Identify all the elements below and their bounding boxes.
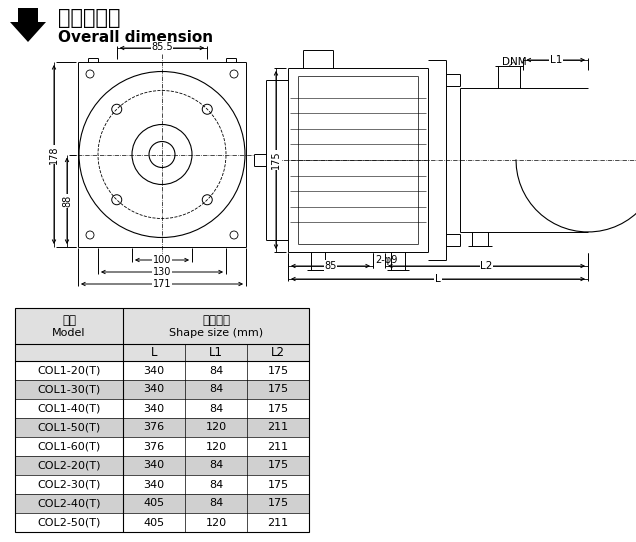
Text: L2: L2 [271, 346, 285, 359]
Text: 211: 211 [267, 518, 289, 527]
Text: 型号: 型号 [62, 314, 76, 327]
Text: COL1-40(T): COL1-40(T) [38, 403, 100, 414]
Text: L: L [435, 274, 441, 284]
Text: 340: 340 [144, 403, 165, 414]
Text: 85.5: 85.5 [151, 42, 173, 52]
Text: 340: 340 [144, 384, 165, 395]
Text: 100: 100 [153, 255, 171, 265]
Bar [15, 456, 309, 475]
Text: 84: 84 [209, 461, 223, 470]
Bar [15, 308, 309, 532]
Text: COL2-50(T): COL2-50(T) [38, 518, 100, 527]
Text: 340: 340 [144, 480, 165, 489]
Text: 120: 120 [205, 442, 226, 451]
Text: COL2-30(T): COL2-30(T) [38, 480, 100, 489]
Bar [15, 308, 309, 344]
Text: 175: 175 [267, 480, 289, 489]
Text: COL1-30(T): COL1-30(T) [38, 384, 100, 395]
Text: 171: 171 [153, 279, 171, 289]
Text: 405: 405 [144, 499, 165, 508]
Bar [15, 344, 309, 361]
Text: 120: 120 [205, 423, 226, 433]
Text: L1: L1 [209, 346, 223, 359]
Text: 84: 84 [209, 384, 223, 395]
Bar [15, 380, 309, 399]
Text: 85: 85 [324, 261, 336, 271]
Text: 外形尺寸: 外形尺寸 [202, 314, 230, 327]
Text: Overall dimension: Overall dimension [58, 30, 213, 46]
Text: 84: 84 [209, 499, 223, 508]
Text: COL1-60(T): COL1-60(T) [38, 442, 100, 451]
Text: L: L [151, 346, 157, 359]
Text: 安装外形图: 安装外形图 [58, 8, 120, 28]
Text: COL2-20(T): COL2-20(T) [38, 461, 100, 470]
Text: 211: 211 [267, 442, 289, 451]
Text: 175: 175 [267, 384, 289, 395]
Polygon shape [10, 8, 46, 42]
Text: 175: 175 [271, 151, 281, 169]
Text: 340: 340 [144, 461, 165, 470]
Text: 175: 175 [267, 499, 289, 508]
Text: 175: 175 [267, 403, 289, 414]
Text: COL2-40(T): COL2-40(T) [38, 499, 100, 508]
Text: 178: 178 [49, 145, 59, 164]
Text: L1: L1 [550, 55, 562, 65]
Text: 211: 211 [267, 423, 289, 433]
Text: 84: 84 [209, 480, 223, 489]
Text: 175: 175 [267, 461, 289, 470]
Text: 175: 175 [267, 365, 289, 376]
Text: 340: 340 [144, 365, 165, 376]
Text: COL1-20(T): COL1-20(T) [38, 365, 100, 376]
Text: 88: 88 [62, 195, 72, 207]
Bar [15, 494, 309, 513]
Text: Shape size (mm): Shape size (mm) [169, 328, 263, 338]
Text: 376: 376 [144, 423, 165, 433]
Text: 405: 405 [144, 518, 165, 527]
Text: COL1-50(T): COL1-50(T) [38, 423, 100, 433]
Text: DNM: DNM [502, 57, 527, 67]
Text: 84: 84 [209, 403, 223, 414]
Bar [15, 418, 309, 437]
Text: 130: 130 [153, 267, 171, 277]
Text: 376: 376 [144, 442, 165, 451]
Text: 120: 120 [205, 518, 226, 527]
Text: Model: Model [52, 328, 86, 338]
Text: L2: L2 [480, 261, 493, 271]
Text: 2-φ9: 2-φ9 [375, 255, 398, 265]
Text: 84: 84 [209, 365, 223, 376]
